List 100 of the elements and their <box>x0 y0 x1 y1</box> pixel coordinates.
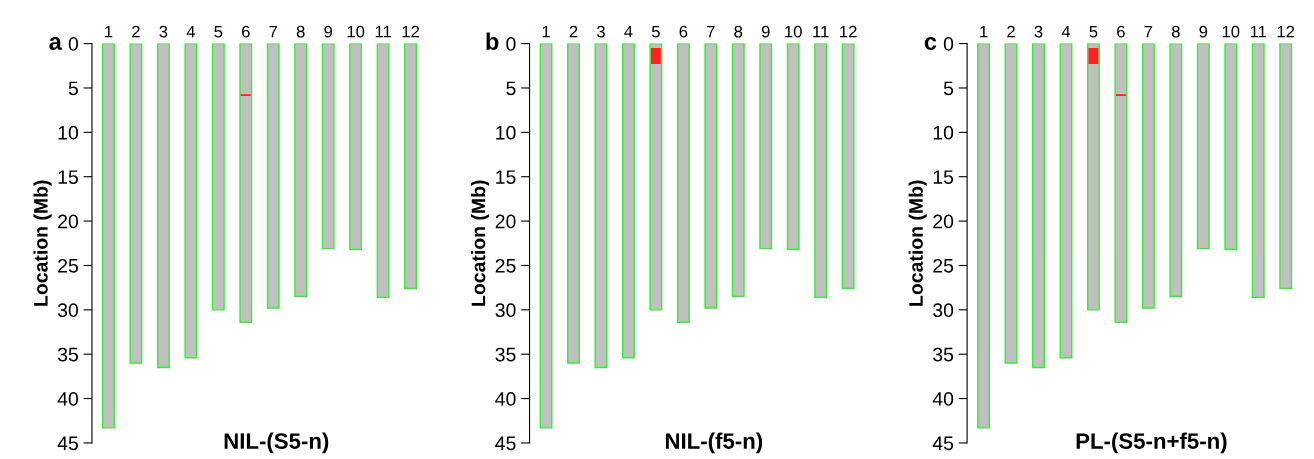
bar <box>1059 43 1073 359</box>
x-tick-label: 12 <box>840 25 857 38</box>
x-tick-label: 9 <box>761 25 770 38</box>
text: PL-(S5-n+f5-n) <box>1076 432 1227 454</box>
x-tick-label: 2 <box>569 25 578 38</box>
bar <box>594 43 608 369</box>
x-tick-label: 6 <box>241 25 250 38</box>
text: NIL-(S5-n) <box>224 432 329 454</box>
y-tick-label: 30 <box>57 303 79 318</box>
y-tick-label: 40 <box>932 392 954 406</box>
x-tick-label: 10 <box>347 25 365 38</box>
x-tick-label: 12 <box>402 25 419 38</box>
y-tick-label: 45 <box>57 436 78 451</box>
x-tick-label: 11 <box>375 25 391 38</box>
bar <box>184 43 198 359</box>
x-tick-label: 6 <box>1117 25 1125 38</box>
x-tick-label: 1 <box>980 25 988 38</box>
bar <box>349 43 363 251</box>
bar <box>1141 43 1155 309</box>
y-tick-label: 10 <box>933 125 954 140</box>
bar <box>814 43 828 299</box>
bar <box>129 43 143 364</box>
bar <box>1169 43 1183 298</box>
y-axis-title: Location (Mb) <box>471 180 490 306</box>
y-tick-label: 10 <box>496 125 516 140</box>
y-tick-label: 45 <box>932 436 954 451</box>
bar <box>156 43 170 369</box>
y-tick-label: 25 <box>495 258 516 273</box>
x-tick-label: 5 <box>214 25 223 38</box>
x-tick-label: 1 <box>542 25 550 38</box>
y-tick-label: 5 <box>943 81 954 96</box>
y-tick-label: 5 <box>506 81 516 96</box>
bar <box>1196 43 1210 250</box>
bar <box>650 48 661 65</box>
y-tick-label: 0 <box>943 37 954 51</box>
bar <box>704 43 718 309</box>
bar <box>266 43 280 309</box>
bar <box>1114 43 1128 323</box>
x-tick-label: 6 <box>679 25 688 38</box>
y-tick-label: 25 <box>933 258 954 273</box>
x-tick-label: 8 <box>1171 25 1180 38</box>
y-tick-label: 15 <box>933 170 954 184</box>
y-tick-label: 25 <box>58 258 78 273</box>
bar <box>1004 43 1018 364</box>
x-tick-label: 2 <box>1007 25 1015 38</box>
x-tick-label: 3 <box>159 25 168 38</box>
y-tick-label: 10 <box>58 125 79 140</box>
x-tick-label: 5 <box>1089 25 1098 38</box>
y-tick-label: 20 <box>58 214 79 229</box>
x-tick-label: 3 <box>596 25 605 38</box>
bar <box>759 43 773 250</box>
y-tick-label: 40 <box>495 392 516 406</box>
y-tick-label: 30 <box>495 303 516 318</box>
bar <box>321 43 335 250</box>
x-tick-label: 7 <box>1144 25 1153 38</box>
y-tick-label: 35 <box>495 347 516 362</box>
y-tick-label: 0 <box>68 37 79 51</box>
bar <box>1086 43 1100 311</box>
y-tick-label: 5 <box>68 81 78 96</box>
bar <box>376 43 390 299</box>
bar <box>1032 43 1045 369</box>
y-tick-label: 20 <box>495 214 516 229</box>
x-tick-label: 8 <box>296 25 305 38</box>
bar <box>1251 43 1265 299</box>
x-tick-label: 4 <box>186 25 195 38</box>
y-tick-label: 0 <box>506 37 516 51</box>
x-tick-label: 11 <box>813 25 829 38</box>
y-axis-title: Location (Mb) <box>33 180 52 306</box>
y-tick-label: 45 <box>495 436 516 451</box>
y-tick-label: 40 <box>57 392 79 406</box>
y-tick-label: 30 <box>933 303 954 318</box>
bar <box>294 43 308 298</box>
y-axis-title: Location (Mb) <box>908 180 927 306</box>
y-tick-label: 15 <box>58 170 78 184</box>
x-tick-label: 9 <box>324 25 333 38</box>
bar <box>539 43 553 429</box>
text: NIL-(f5-n) <box>665 432 763 454</box>
x-tick-label: 2 <box>132 25 140 38</box>
bar <box>211 43 225 311</box>
bar <box>239 43 253 323</box>
text: b <box>486 32 499 50</box>
x-tick-label: 7 <box>269 25 278 38</box>
bar <box>1279 43 1293 290</box>
bar <box>786 43 800 251</box>
bar <box>1088 48 1099 65</box>
bar <box>731 43 745 298</box>
bar <box>676 43 690 323</box>
y-tick-label: 15 <box>496 170 516 184</box>
bar <box>649 43 663 311</box>
x-tick-label: 11 <box>1250 25 1267 38</box>
y-tick-label: 35 <box>933 347 954 362</box>
bar <box>567 43 580 364</box>
x-tick-label: 5 <box>651 25 660 38</box>
x-tick-label: 7 <box>707 25 715 38</box>
bar <box>977 43 991 429</box>
x-tick-label: 10 <box>1222 25 1240 38</box>
bar <box>404 43 418 290</box>
x-tick-label: 10 <box>785 25 802 38</box>
x-tick-label: 4 <box>1061 25 1071 38</box>
x-tick-label: 1 <box>105 25 113 38</box>
